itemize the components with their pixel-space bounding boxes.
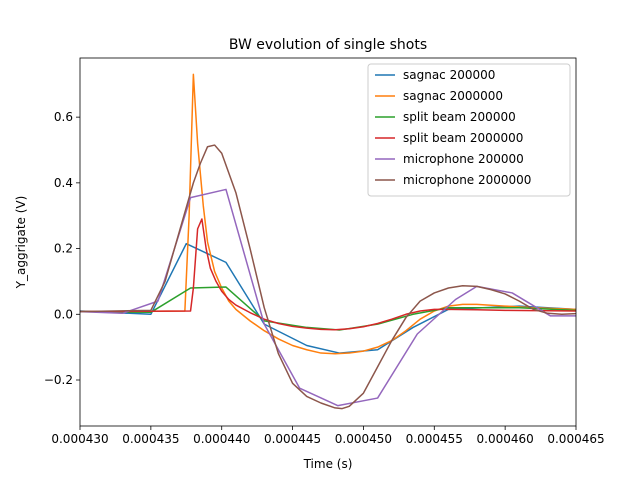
x-tick-label: 0.000455 [406, 432, 463, 446]
x-tick-label: 0.000440 [193, 432, 250, 446]
legend-entry: sagnac 2000000 [403, 89, 503, 103]
series-line-6 [80, 144, 576, 410]
legend-entry: microphone 2000000 [403, 173, 531, 187]
x-tick-label: 0.000460 [477, 432, 534, 446]
legend-entry: split beam 200000 [403, 110, 516, 124]
y-tick-label: 0.2 [54, 242, 73, 256]
x-tick-label: 0.000465 [547, 432, 604, 446]
legend-entry: split beam 2000000 [403, 131, 523, 145]
legend-box [367, 63, 571, 197]
series-layer [80, 73, 576, 410]
y-tick-label: 0.4 [54, 176, 73, 190]
y-tick-label: −0.2 [44, 373, 73, 387]
x-tick-label: 0.000445 [264, 432, 321, 446]
legend-entry: sagnac 200000 [403, 68, 495, 82]
chart-title: BW evolution of single shots [229, 37, 427, 53]
x-tick-label: 0.000435 [122, 432, 179, 446]
x-axis: 0.000430 0.000435 0.000440 0.000445 0.000450… [51, 426, 605, 446]
x-tick-label: 0.000430 [51, 432, 108, 446]
legend-entry: microphone 200000 [403, 152, 524, 166]
x-tick-label: 0.000450 [335, 432, 392, 446]
plot-frame [79, 57, 577, 427]
y-tick-label: 0.0 [54, 307, 73, 321]
y-axis: −0.2 0.0 0.2 0.4 0.6 [44, 110, 80, 387]
legend: sagnac 200000 sagnac 2000000 split beam 20… [367, 63, 571, 197]
y-axis-label: Y_aggrigate (V) [14, 196, 28, 290]
y-tick-label: 0.6 [54, 110, 73, 124]
x-axis-label: Time (s) [303, 457, 353, 471]
series-line-4 [80, 218, 576, 331]
